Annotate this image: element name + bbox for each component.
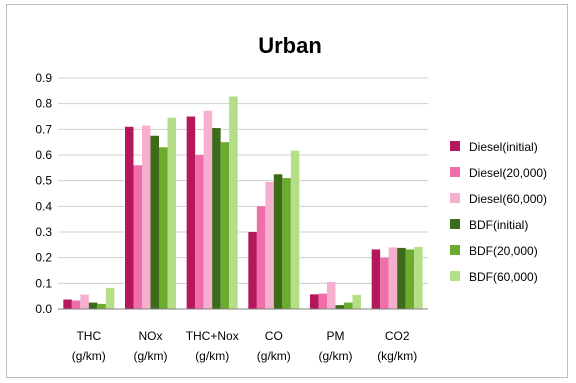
bar bbox=[352, 294, 361, 309]
x-category-label: (kg/km) bbox=[377, 349, 417, 363]
bar bbox=[327, 282, 336, 309]
bar bbox=[150, 135, 159, 309]
bar bbox=[88, 302, 98, 309]
bar bbox=[212, 128, 221, 309]
legend-label: Diesel(60,000) bbox=[469, 192, 547, 206]
x-category-label: PM bbox=[327, 329, 345, 343]
y-tick-label: 0.7 bbox=[35, 122, 52, 136]
legend-swatch bbox=[450, 219, 460, 229]
y-tick-label: 0.2 bbox=[35, 251, 52, 265]
bar bbox=[318, 293, 327, 309]
x-category-label: (g/km) bbox=[195, 349, 229, 363]
bar bbox=[80, 294, 89, 309]
bar bbox=[290, 150, 300, 309]
x-category-label: NOx bbox=[139, 329, 163, 343]
bar bbox=[344, 302, 353, 309]
legend-swatch bbox=[450, 271, 460, 281]
legend: Diesel(initial) Diesel(20,000) Diesel(60,0… bbox=[450, 140, 547, 284]
legend-label: BDF(initial) bbox=[469, 218, 528, 232]
bar bbox=[63, 299, 72, 309]
bar bbox=[273, 174, 283, 309]
y-tick-label: 0.4 bbox=[35, 199, 52, 213]
x-axis-categories: THC (g/km) NOx (g/km) THC+Nox (g/km) CO (g/km) P… bbox=[72, 329, 417, 363]
bar bbox=[335, 305, 344, 309]
x-category-label: (g/km) bbox=[134, 349, 168, 363]
bar bbox=[220, 142, 230, 309]
x-category-label: THC bbox=[76, 329, 101, 343]
bar bbox=[388, 247, 398, 309]
bar bbox=[414, 246, 423, 309]
bar bbox=[282, 178, 291, 309]
y-tick-label: 0.0 bbox=[35, 302, 52, 316]
bar bbox=[133, 165, 142, 309]
y-gridlines bbox=[58, 77, 428, 284]
bar bbox=[405, 249, 415, 309]
x-category-label: CO bbox=[265, 329, 283, 343]
legend-label: Diesel(initial) bbox=[469, 140, 538, 154]
bar bbox=[248, 232, 257, 309]
y-tick-label: 0.9 bbox=[35, 71, 52, 85]
bar bbox=[186, 116, 196, 309]
bar bbox=[229, 96, 238, 309]
legend-swatch bbox=[450, 245, 460, 255]
bar bbox=[167, 117, 176, 309]
bar bbox=[397, 247, 406, 309]
bar bbox=[71, 300, 81, 309]
chart-title: Urban bbox=[258, 33, 322, 58]
legend-label: BDF(20,000) bbox=[469, 244, 538, 258]
y-tick-label: 0.8 bbox=[35, 97, 52, 111]
y-tick-label: 0.5 bbox=[35, 174, 52, 188]
bar bbox=[203, 110, 213, 309]
bar bbox=[371, 249, 381, 309]
legend-swatch bbox=[450, 193, 460, 203]
y-tick-label: 0.6 bbox=[35, 148, 52, 162]
y-tick-label: 0.3 bbox=[35, 225, 52, 239]
bar bbox=[97, 303, 106, 309]
bar bbox=[310, 294, 319, 309]
legend-label: Diesel(20,000) bbox=[469, 166, 547, 180]
bar bbox=[256, 206, 266, 309]
legend-swatch bbox=[450, 167, 460, 177]
legend-label: BDF(60,000) bbox=[469, 270, 538, 284]
x-category-label: (g/km) bbox=[257, 349, 291, 363]
x-category-label: CO2 bbox=[385, 329, 410, 343]
bar bbox=[105, 287, 115, 309]
bar bbox=[265, 181, 274, 309]
y-tick-label: 0.1 bbox=[35, 276, 52, 290]
x-category-label: (g/km) bbox=[72, 349, 106, 363]
bar bbox=[195, 155, 204, 309]
bar bbox=[125, 126, 134, 310]
bars bbox=[63, 96, 423, 310]
x-category-label: (g/km) bbox=[319, 349, 353, 363]
bar bbox=[159, 147, 168, 309]
y-axis-ticks: 0.0 0.1 0.2 0.3 0.4 0.5 0.6 0.7 0.8 0.9 bbox=[35, 71, 52, 316]
legend-swatch bbox=[450, 141, 460, 151]
bar bbox=[142, 125, 151, 309]
x-category-label: THC+Nox bbox=[186, 329, 239, 343]
bar bbox=[380, 257, 389, 309]
